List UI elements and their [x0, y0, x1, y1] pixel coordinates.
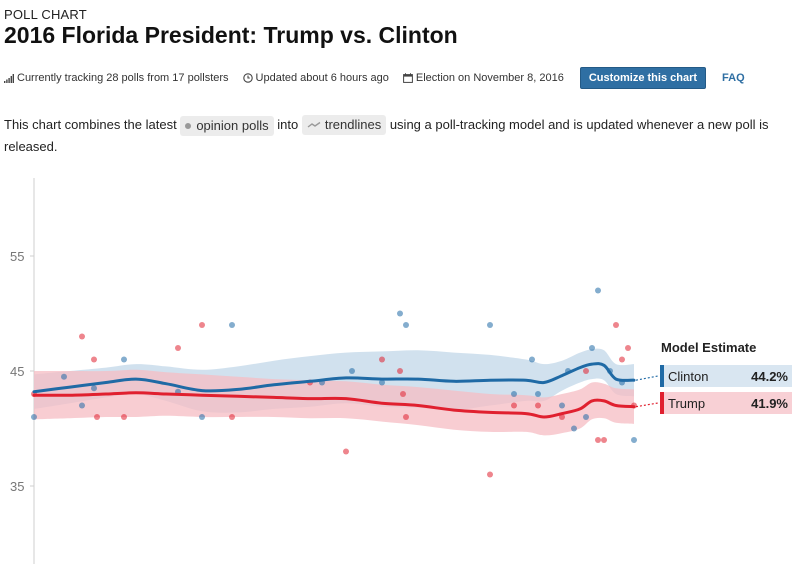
trump-poll-dot — [79, 333, 85, 340]
clinton-poll-dot — [91, 385, 97, 392]
trump-poll-dot — [379, 356, 385, 363]
opinion-polls-label: opinion polls — [196, 118, 269, 133]
clinton-poll-dot — [397, 310, 403, 317]
y-tick-label: 55 — [10, 249, 24, 264]
clinton-poll-dot — [487, 322, 493, 328]
trump-poll-dot — [601, 437, 607, 443]
trump-poll-dot — [94, 414, 100, 420]
updated-text: Updated about 6 hours ago — [255, 72, 389, 84]
opinion-polls-pill[interactable]: opinion polls — [180, 116, 274, 136]
trump-poll-dot — [613, 322, 619, 328]
faq-link[interactable]: FAQ — [722, 72, 745, 84]
trump-poll-dot — [343, 448, 349, 455]
page-title: 2016 Florida President: Trump vs. Clinto… — [4, 22, 458, 48]
trump-poll-dot — [91, 356, 97, 363]
clinton-poll-dot — [31, 414, 37, 420]
trendline-icon — [307, 121, 321, 128]
trump-leader-line — [635, 402, 659, 408]
clinton-poll-dot — [631, 437, 637, 443]
clinton-leader-line — [635, 375, 659, 381]
trump-legend-value: 41.9% — [751, 396, 788, 411]
clinton-poll-dot — [121, 356, 127, 363]
clinton-poll-dot — [559, 402, 565, 409]
clinton-legend-box — [660, 365, 792, 387]
trump-poll-dot — [403, 414, 409, 420]
trendlines-label: trendlines — [324, 117, 382, 132]
trump-poll-dot — [229, 414, 235, 420]
tracking-info: Currently tracking 28 polls from 17 poll… — [4, 72, 229, 84]
clock-icon — [242, 73, 253, 83]
trump-legend-box — [660, 392, 792, 414]
clinton-poll-dot — [379, 379, 385, 386]
clinton-poll-dot — [349, 368, 355, 374]
trump-poll-dot — [175, 345, 181, 351]
election-info: Election on November 8, 2016 — [402, 72, 564, 84]
clinton-poll-dot — [589, 345, 595, 351]
trump-poll-dot — [121, 414, 127, 420]
trump-poll-dot — [559, 414, 565, 420]
y-tick-label: 45 — [10, 364, 24, 379]
trump-legend-marker — [660, 392, 664, 414]
tracking-text: Currently tracking 28 polls from 17 poll… — [17, 72, 229, 84]
clinton-poll-dot — [61, 373, 67, 380]
trump-poll-dot — [595, 437, 601, 443]
clinton-poll-dot — [529, 356, 535, 363]
poll-chart[interactable]: 35 45 55 Model Estimate Clinton 44.2% Trump 41.… — [0, 170, 800, 564]
clinton-poll-dot — [595, 287, 601, 294]
trump-poll-dot — [583, 368, 589, 374]
clinton-poll-dot — [583, 414, 589, 420]
intro-part-3: using a poll-tracking model and is updat… — [4, 117, 769, 154]
calendar-icon — [402, 73, 413, 83]
trump-poll-dot — [625, 345, 631, 351]
trump-poll-dot — [487, 471, 493, 478]
signal-bars-icon — [4, 73, 14, 83]
clinton-trend-line — [32, 362, 636, 394]
trump-poll-dot — [400, 391, 406, 397]
customize-chart-button[interactable]: Customize this chart — [579, 67, 707, 89]
clinton-poll-dot — [535, 391, 541, 397]
clinton-poll-dot — [571, 425, 577, 432]
updated-info: Updated about 6 hours ago — [242, 72, 389, 84]
trump-poll-dot — [199, 322, 205, 328]
clinton-poll-dot — [511, 391, 517, 397]
trump-poll-dot — [511, 402, 517, 409]
clinton-poll-dot — [79, 402, 85, 409]
legend-title: Model Estimate — [661, 340, 756, 355]
clinton-poll-dot — [199, 414, 205, 420]
intro-part-2: into — [277, 117, 299, 132]
clinton-legend-marker — [660, 365, 664, 387]
clinton-poll-dot — [403, 322, 409, 328]
intro-text: This chart combines the latest opinion p… — [4, 114, 784, 158]
clinton-poll-dot — [229, 322, 235, 328]
trump-legend-name: Trump — [668, 396, 705, 411]
trump-poll-dot — [535, 402, 541, 409]
trump-poll-dot — [397, 368, 403, 374]
poll-dot-icon — [185, 123, 192, 129]
trump-poll-dot — [619, 356, 625, 363]
y-tick-label: 35 — [10, 479, 24, 494]
intro-part-1: This chart combines the latest — [4, 117, 177, 132]
meta-bar: Currently tracking 28 polls from 17 poll… — [4, 67, 745, 89]
election-text: Election on November 8, 2016 — [415, 72, 564, 84]
clinton-legend-value: 44.2% — [751, 369, 788, 384]
trump-trend-line — [32, 391, 636, 419]
clinton-legend-name: Clinton — [668, 369, 708, 384]
chart-eyebrow: POLL CHART — [4, 7, 87, 22]
trendlines-pill[interactable]: trendlines — [301, 115, 387, 135]
